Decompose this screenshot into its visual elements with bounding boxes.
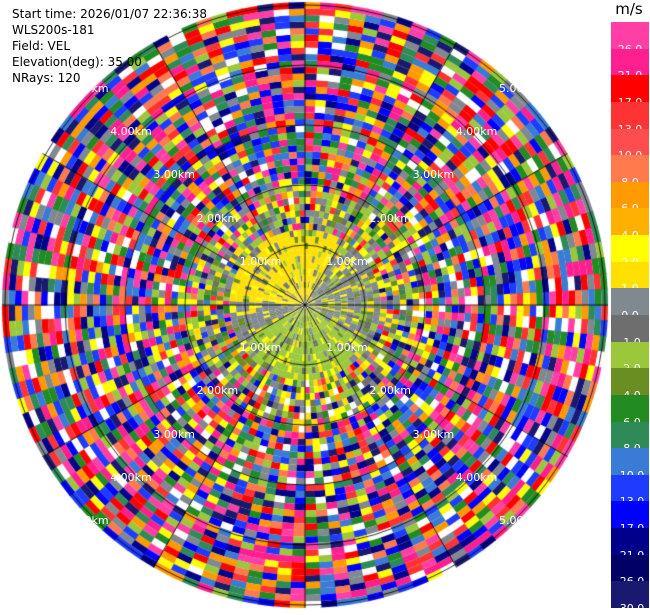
colorbar-level: -10.0 xyxy=(611,448,649,482)
colorbar-level: -21.0 xyxy=(611,528,649,562)
range-ring-label: 5.00km xyxy=(67,514,109,527)
colorbar-level: 17.0 xyxy=(611,75,649,109)
range-ring-label: 4.00km xyxy=(110,125,152,139)
range-ring-label: 3.00km xyxy=(412,168,455,182)
range-ring-label: 1.00km xyxy=(326,254,368,268)
range-ring-label: 2.00km xyxy=(196,384,239,398)
colorbar-level: 13.0 xyxy=(611,101,649,136)
colorbar-level: 21.0 xyxy=(611,48,649,82)
field-label: Field: VEL xyxy=(12,39,71,53)
colorbar-level: -8.0 xyxy=(611,421,649,455)
colorbar-level: 6.0 xyxy=(611,181,649,215)
range-ring-label: 4.00km xyxy=(110,470,152,484)
colorbar-unit-label: m/s xyxy=(615,0,643,18)
colorbar-level: -2.0 xyxy=(611,341,649,375)
colorbar-level: -26.0 xyxy=(611,554,649,588)
range-ring-label: 3.00km xyxy=(153,168,195,182)
range-ring-label: 4.00km xyxy=(455,125,498,139)
colorbar-level: 10.0 xyxy=(611,128,649,162)
range-ring-label: 1.00km xyxy=(239,341,282,355)
range-ring-label: 3.00km xyxy=(153,427,195,441)
colorbar-level: 0.0 xyxy=(611,288,649,322)
colorbar-level: 4.0 xyxy=(611,208,649,242)
start-time-label: Start time: 2026/01/07 22:36:38 xyxy=(12,7,207,21)
nrays-label: NRays: 120 xyxy=(12,71,81,85)
colorbar-level: 26.0 xyxy=(611,22,649,56)
ppi-velocity-plot xyxy=(0,0,610,610)
range-ring-label: 1.00km xyxy=(326,341,368,355)
elevation-label: Elevation(deg): 35.00 xyxy=(12,55,142,69)
range-ring-label: 1.00km xyxy=(239,254,282,268)
range-ring-label: 3.00km xyxy=(412,427,455,441)
station-label: WLS200s-181 xyxy=(12,23,95,37)
colorbar-level: 2.0 xyxy=(611,235,649,269)
range-ring-label: 2.00km xyxy=(369,384,411,398)
colorbar-level: -1.0 xyxy=(611,315,649,349)
colorbar-level: 1.0 xyxy=(611,261,649,295)
colorbar-level-label: -30.0 xyxy=(615,601,645,615)
range-ring-label: 5.00km xyxy=(499,514,541,527)
range-ring-label: 5.00km xyxy=(499,82,541,95)
range-ring-label: 2.00km xyxy=(196,211,239,225)
colorbar: 26.021.017.013.010.08.06.04.02.01.00.0-1… xyxy=(611,22,649,615)
range-ring-label: 4.00km xyxy=(455,470,498,484)
colorbar-level: -13.0 xyxy=(611,474,649,508)
colorbar-level: -6.0 xyxy=(611,394,649,429)
range-ring-label: 5.00km xyxy=(67,82,109,95)
colorbar-level: -30.0 xyxy=(611,581,649,615)
range-ring-label: 2.00km xyxy=(369,211,411,225)
colorbar-level: -17.0 xyxy=(611,501,649,535)
colorbar-level: 8.0 xyxy=(611,155,649,189)
colorbar-level: -4.0 xyxy=(611,368,649,402)
